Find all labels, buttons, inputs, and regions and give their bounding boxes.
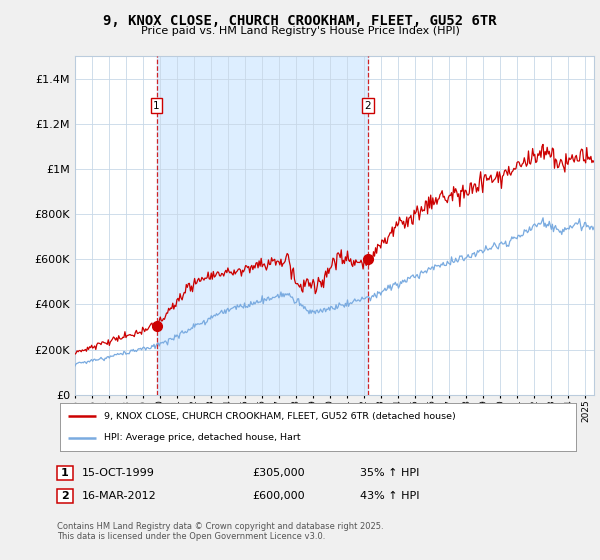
Text: 15-OCT-1999: 15-OCT-1999 [82,468,154,478]
Text: 43% ↑ HPI: 43% ↑ HPI [360,491,419,501]
Text: HPI: Average price, detached house, Hart: HPI: Average price, detached house, Hart [104,433,301,442]
Text: Contains HM Land Registry data © Crown copyright and database right 2025.
This d: Contains HM Land Registry data © Crown c… [57,522,383,542]
Text: Price paid vs. HM Land Registry's House Price Index (HPI): Price paid vs. HM Land Registry's House … [140,26,460,36]
Text: 2: 2 [61,491,68,501]
Text: 9, KNOX CLOSE, CHURCH CROOKHAM, FLEET, GU52 6TR: 9, KNOX CLOSE, CHURCH CROOKHAM, FLEET, G… [103,14,497,28]
Bar [157,56,368,395]
Text: 35% ↑ HPI: 35% ↑ HPI [360,468,419,478]
Text: £305,000: £305,000 [252,468,305,478]
Text: 1: 1 [153,101,160,111]
Text: £600,000: £600,000 [252,491,305,501]
Text: 1: 1 [61,468,68,478]
Text: 9, KNOX CLOSE, CHURCH CROOKHAM, FLEET, GU52 6TR (detached house): 9, KNOX CLOSE, CHURCH CROOKHAM, FLEET, G… [104,412,455,421]
Text: 2: 2 [365,101,371,111]
Text: 16-MAR-2012: 16-MAR-2012 [82,491,157,501]
